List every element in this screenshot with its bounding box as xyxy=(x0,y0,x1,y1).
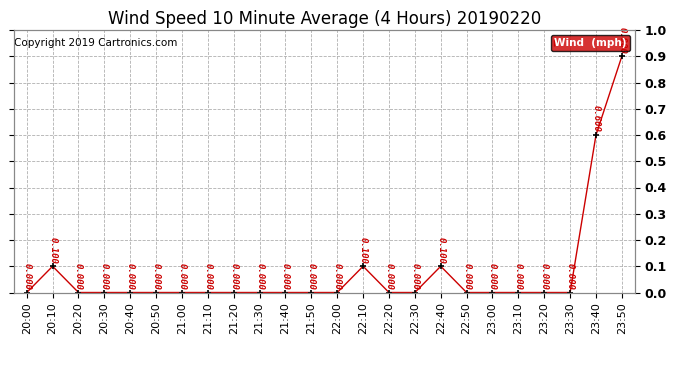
Text: 0.000: 0.000 xyxy=(411,263,420,290)
Text: 0.000: 0.000 xyxy=(462,263,471,290)
Legend: Wind  (mph): Wind (mph) xyxy=(551,35,629,51)
Text: 0.000: 0.000 xyxy=(100,263,109,290)
Text: 0.100: 0.100 xyxy=(48,237,57,264)
Text: 0.000: 0.000 xyxy=(384,263,393,290)
Text: 0.600: 0.600 xyxy=(591,105,600,132)
Title: Wind Speed 10 Minute Average (4 Hours) 20190220: Wind Speed 10 Minute Average (4 Hours) 2… xyxy=(108,10,541,28)
Text: 0.100: 0.100 xyxy=(359,237,368,264)
Text: 0.000: 0.000 xyxy=(204,263,213,290)
Text: 0.000: 0.000 xyxy=(255,263,264,290)
Text: 0.100: 0.100 xyxy=(436,237,445,264)
Text: 0.000: 0.000 xyxy=(333,263,342,290)
Text: 0.900: 0.900 xyxy=(618,27,627,54)
Text: 0.000: 0.000 xyxy=(152,263,161,290)
Text: 0.000: 0.000 xyxy=(307,263,316,290)
Text: 0.000: 0.000 xyxy=(229,263,238,290)
Text: 0.000: 0.000 xyxy=(514,263,523,290)
Text: 0.000: 0.000 xyxy=(22,263,31,290)
Text: 0.000: 0.000 xyxy=(540,263,549,290)
Text: 0.000: 0.000 xyxy=(488,263,497,290)
Text: 0.000: 0.000 xyxy=(126,263,135,290)
Text: 0.000: 0.000 xyxy=(566,263,575,290)
Text: 0.000: 0.000 xyxy=(74,263,83,290)
Text: 0.000: 0.000 xyxy=(281,263,290,290)
Text: Copyright 2019 Cartronics.com: Copyright 2019 Cartronics.com xyxy=(14,38,178,48)
Text: 0.000: 0.000 xyxy=(177,263,186,290)
